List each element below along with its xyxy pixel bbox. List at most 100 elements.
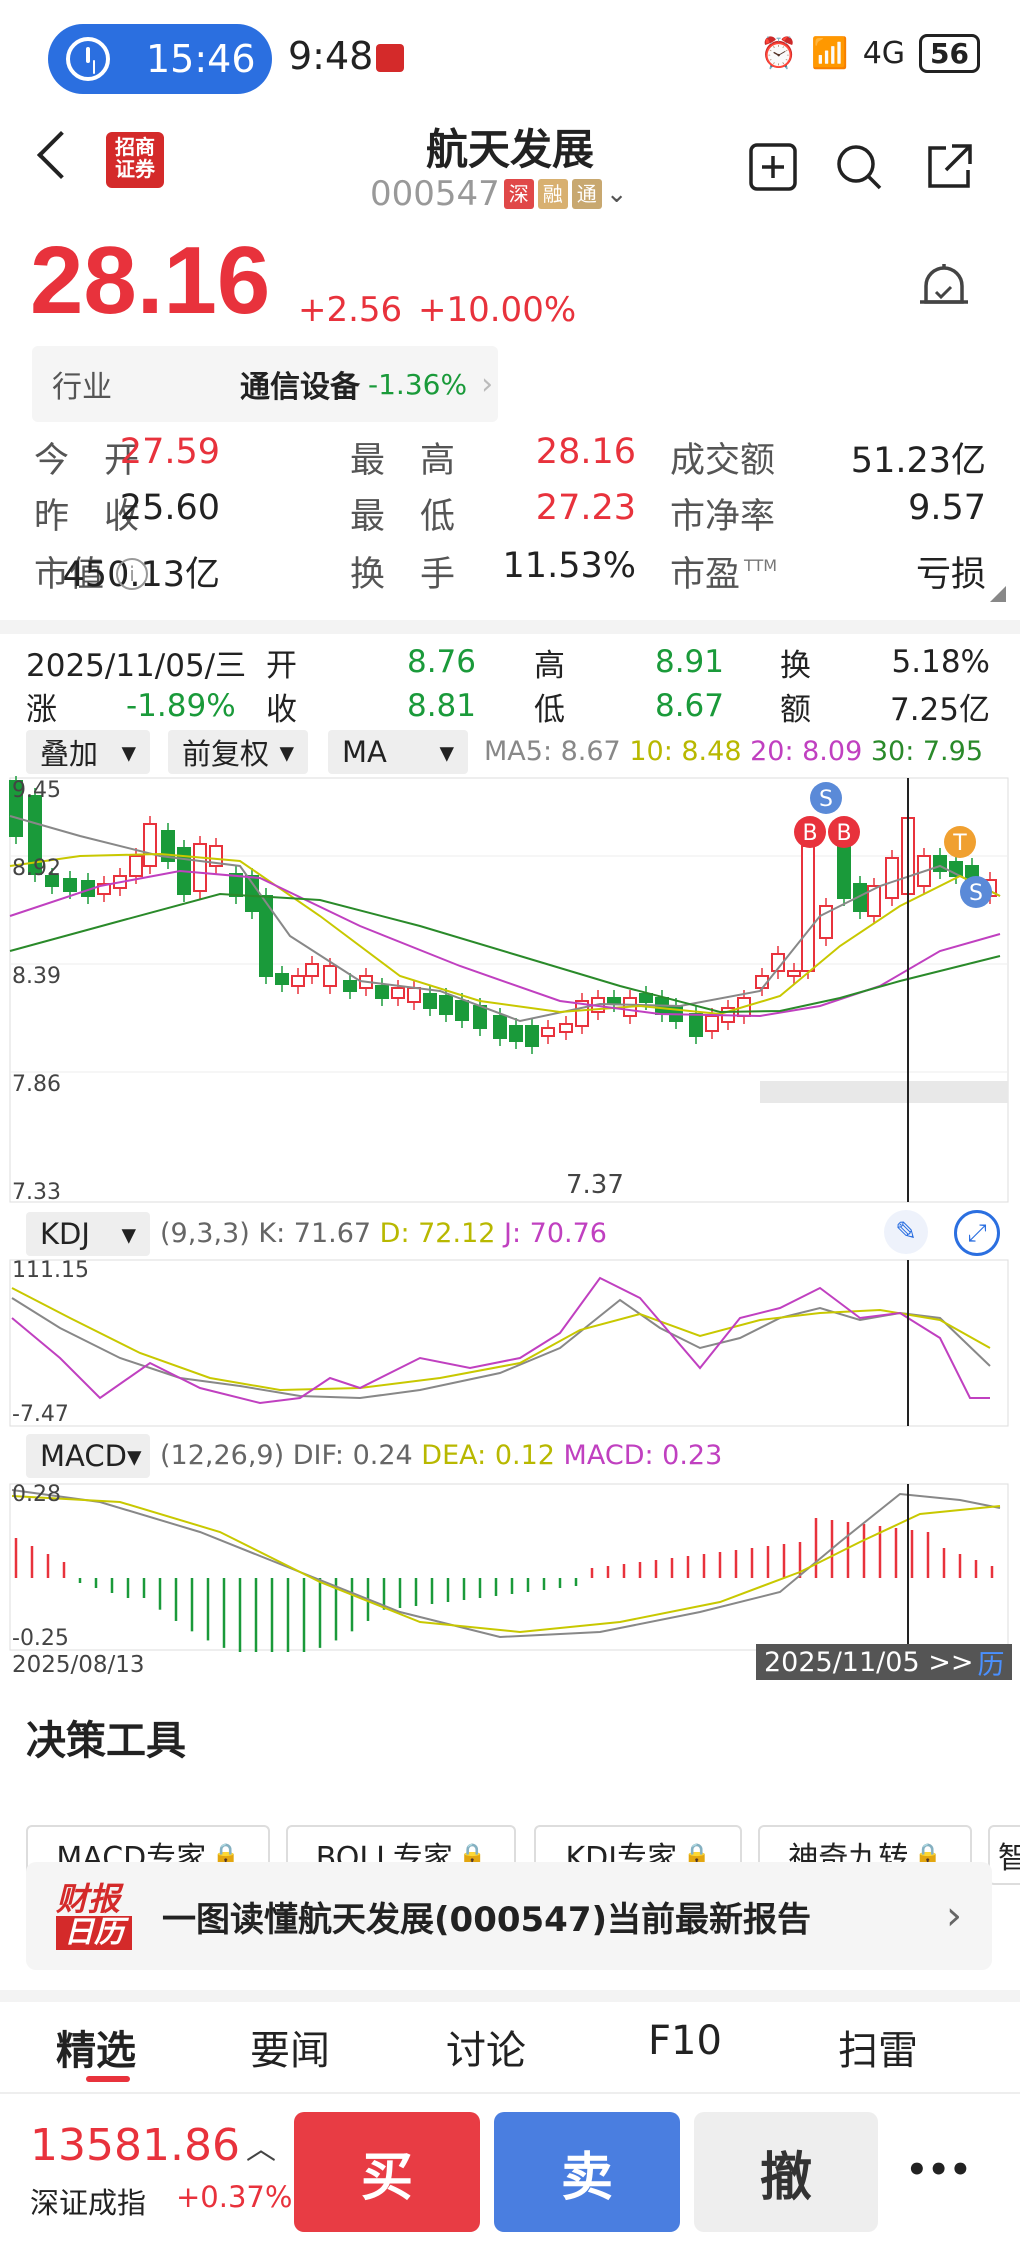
- kline-candle: [853, 883, 867, 912]
- section-divider: [0, 1990, 1020, 2002]
- alert-bell-icon[interactable]: [916, 258, 972, 318]
- day-chg: -1.89%: [126, 688, 236, 724]
- day-open-label: 开: [266, 647, 297, 684]
- add-watchlist-icon[interactable]: [748, 142, 798, 192]
- ma-line: [9, 815, 1001, 1023]
- tab-discuss[interactable]: 讨论: [446, 2028, 526, 2074]
- edit-icon[interactable]: ✎: [884, 1210, 928, 1254]
- kline-candle: [209, 845, 223, 867]
- kline-candle: [423, 993, 437, 1009]
- kdj-legend: (9,3,3) K: 71.67 D: 72.12 J: 70.76: [160, 1218, 607, 1249]
- sell-marker-text: S: [819, 787, 833, 812]
- expand-corner-icon[interactable]: [990, 586, 1006, 602]
- day-low: 8.67: [654, 688, 724, 724]
- kdj-select[interactable]: KDJ ▾: [26, 1212, 150, 1256]
- page-title: 航天发展: [425, 125, 594, 174]
- tab-featured[interactable]: 精选: [56, 2028, 136, 2074]
- day-high-label: 高: [534, 647, 565, 684]
- stat-label: 市净率: [670, 497, 776, 537]
- industry-pct: -1.36%: [368, 367, 468, 401]
- day-info: 2025/11/05/三 开 8.76 高 8.91 换 5.18% 涨 -1.…: [26, 640, 996, 728]
- tool-more[interactable]: 智: [988, 1825, 1020, 1885]
- adjust-select[interactable]: 前复权 ▾: [168, 730, 308, 774]
- kdj-chart[interactable]: [0, 1258, 1020, 1428]
- ma-line: [9, 892, 1001, 1014]
- ma-select[interactable]: MA ▾: [328, 730, 468, 774]
- kline-candle: [705, 1015, 719, 1032]
- buy-button[interactable]: 买: [294, 2112, 480, 2232]
- day-turn: 5.18%: [891, 644, 990, 680]
- macd-select[interactable]: MACD ▾: [26, 1434, 150, 1478]
- fullscreen-icon[interactable]: ⤢: [954, 1210, 1000, 1256]
- alarm-icon: ⏰: [759, 36, 798, 71]
- kline-candle: [559, 1023, 573, 1033]
- notification-icon: [376, 44, 404, 72]
- buy-marker: [794, 816, 826, 848]
- kline-chart[interactable]: SB B TS: [0, 776, 1020, 1206]
- tag-rong: 融: [537, 179, 568, 209]
- stat-value: 11.53%: [502, 546, 636, 586]
- info-icon[interactable]: i: [116, 558, 148, 590]
- more-icon[interactable]: •••: [906, 2150, 972, 2190]
- date-end-badge[interactable]: 2025/11/05 >> 历: [756, 1644, 1013, 1681]
- cancel-button[interactable]: 撤: [694, 2112, 878, 2232]
- chevron-right-icon: ›: [481, 366, 494, 402]
- industry-label: 行业: [52, 370, 112, 405]
- wifi-icon: 📶: [811, 36, 849, 71]
- status-time: 9:48: [288, 34, 374, 78]
- kline-candle: [525, 1025, 539, 1047]
- kline-candle: [837, 843, 851, 899]
- stat-value: 28.16: [535, 432, 636, 472]
- stat-value: 27.59: [119, 432, 220, 472]
- kline-candle: [473, 1005, 487, 1029]
- index-value[interactable]: 13581.86: [30, 2120, 240, 2171]
- chevron-down-icon: ⌄: [605, 179, 628, 209]
- kdj-line: [11, 1287, 991, 1392]
- kline-candle: [323, 965, 337, 987]
- overlay-select[interactable]: 叠加 ▾: [26, 730, 150, 774]
- tab-f10[interactable]: F10: [648, 2018, 722, 2064]
- buy-marker: [828, 816, 860, 848]
- kline-candle: [689, 1013, 703, 1037]
- tab-news[interactable]: 要闻: [250, 2028, 330, 2074]
- dif-line: [11, 1489, 1001, 1639]
- tab-risk[interactable]: 扫雷: [838, 2028, 918, 2074]
- kline-candle: [639, 993, 653, 1003]
- tools-title: 决策工具: [26, 1718, 186, 1764]
- timer-text: 15:46: [146, 37, 256, 81]
- kline-candle: [607, 997, 621, 1005]
- network-label: 4G: [862, 36, 906, 71]
- dea-line: [11, 1495, 1001, 1634]
- sell-button[interactable]: 卖: [494, 2112, 680, 2232]
- stock-code-row[interactable]: 000547 深 融 通 ⌄: [370, 174, 628, 214]
- buy-marker-text: B: [836, 821, 851, 846]
- macd-chart[interactable]: [0, 1482, 1020, 1652]
- section-divider: [0, 620, 1020, 634]
- stat-label: 市值: [34, 555, 105, 595]
- kline-candle: [291, 975, 305, 987]
- stat-value: 亏损: [915, 555, 986, 595]
- kline-candle: [787, 970, 801, 977]
- search-icon[interactable]: [834, 142, 884, 192]
- industry-row[interactable]: 行业 通信设备 -1.36% ›: [32, 346, 498, 422]
- kline-axis-top: 9.45: [12, 778, 61, 803]
- macd-axis-top: 0.28: [12, 1482, 61, 1507]
- kline-candle: [193, 843, 207, 892]
- kline-candle: [229, 873, 243, 897]
- kline-candle: [493, 1015, 507, 1039]
- current-price: 28.16: [30, 227, 271, 334]
- kline-low-label: 7.37: [566, 1170, 624, 1200]
- kline-candle: [45, 875, 59, 887]
- day-chg-label: 涨: [26, 691, 57, 728]
- stat-label: 换 手: [350, 555, 456, 595]
- timer-pill[interactable]: 15:46: [48, 24, 272, 94]
- kline-candle: [867, 885, 881, 917]
- kline-axis-2: 8.92: [12, 856, 61, 881]
- kline-candle: [439, 995, 453, 1015]
- day-close-label: 收: [266, 691, 297, 728]
- stat-value: 27.23: [535, 488, 636, 528]
- report-banner[interactable]: 财报 日历 一图读懂航天发展(000547)当前最新报告 ›: [26, 1862, 992, 1970]
- day-amt-label: 额: [780, 691, 811, 728]
- stat-label: 最 低: [350, 497, 456, 537]
- share-icon[interactable]: [924, 142, 974, 192]
